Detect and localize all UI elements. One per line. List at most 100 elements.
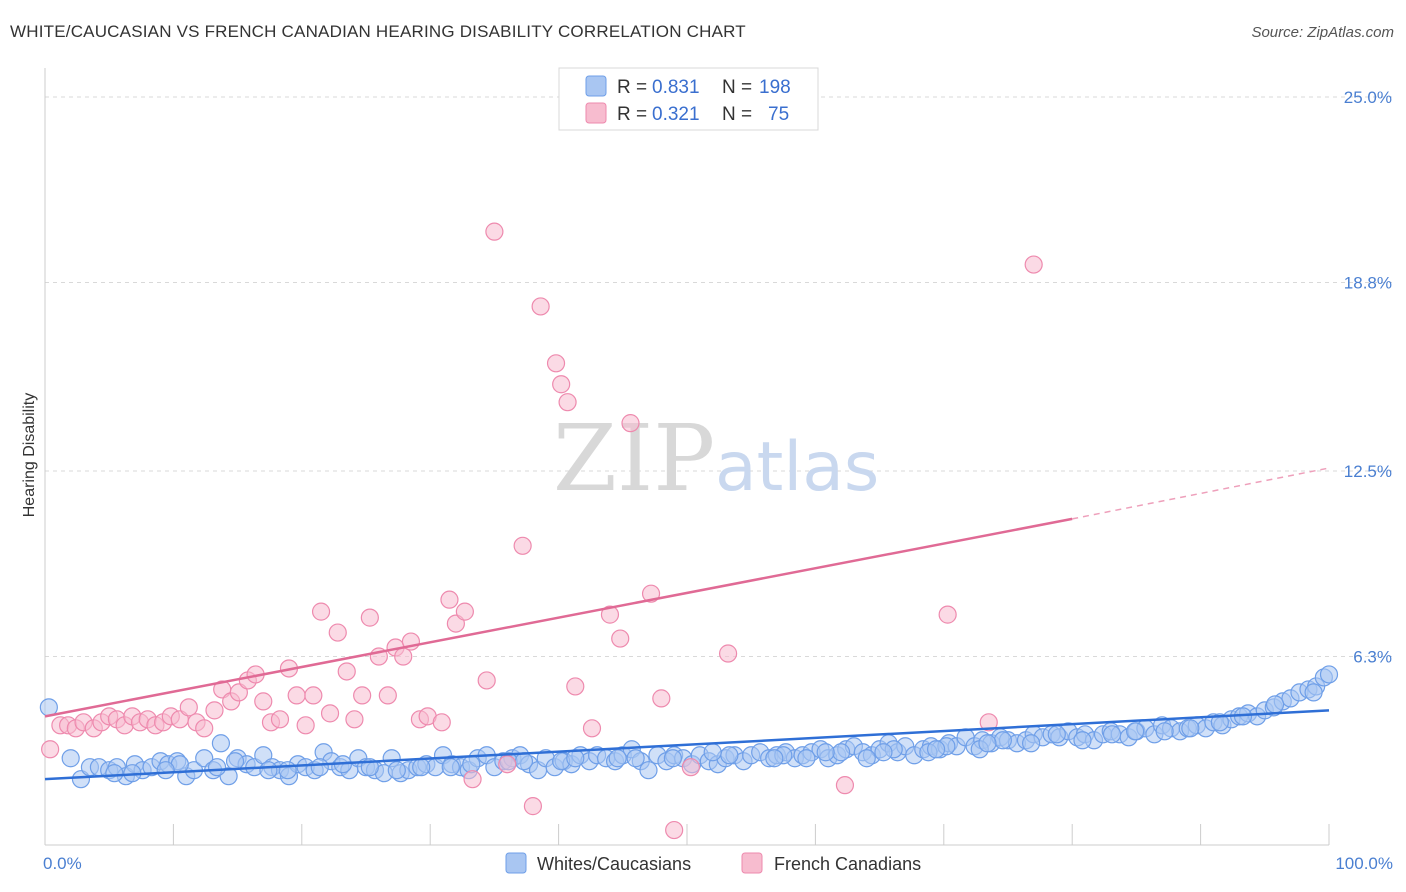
french-point-73 [979,713,998,732]
white-point-156 [441,758,460,777]
white-point-171 [1265,695,1285,714]
french-point-43 [394,647,413,666]
french-point-37 [345,710,364,729]
white-point-193 [765,749,784,768]
french-point-64 [611,629,630,648]
white-point-166 [993,731,1012,750]
legend-label-french: French Canadians [774,854,921,874]
y-tick-label-3: 25.0% [1344,88,1392,107]
legend-r-value-whites: 0.831 [652,77,700,98]
white-point-1 [61,749,80,768]
white-point-169 [1155,722,1174,741]
white-point-153 [278,761,297,780]
white-point-68 [639,761,658,780]
white-point-148 [1319,665,1339,684]
legend-label-whites: Whites/Caucasians [537,854,691,874]
watermark-atlas: atlas [715,428,879,507]
white-point-186 [412,758,431,777]
trend-line-whites [44,709,1330,781]
white-point-179 [1126,722,1145,741]
french-point-47 [432,713,451,732]
white-point-194 [816,743,835,762]
white-point-178 [1073,731,1092,750]
french-point-51 [463,770,482,789]
chart-title: WHITE/CAUCASIAN VS FRENCH CANADIAN HEARI… [10,22,746,41]
french-point-61 [566,677,585,696]
french-point-38 [353,686,372,705]
white-point-197 [978,734,997,753]
trend-lines [44,467,1330,781]
french-point-52 [477,671,496,690]
french-point-71 [835,776,855,795]
white-point-168 [1102,725,1122,744]
french-point-58 [546,354,566,373]
legend-swatch-whites [585,75,607,97]
white-point-182 [626,749,645,768]
french-point-31 [296,716,315,735]
french-point-32 [304,686,323,705]
white-point-188 [310,758,329,777]
axes [44,68,1330,846]
white-point-170 [1210,713,1229,732]
white-point-185 [462,755,481,774]
french-point-55 [513,536,532,555]
white-point-196 [926,740,946,759]
white-point-191 [156,761,175,780]
white-point-192 [105,764,124,783]
french-point-26 [254,692,273,711]
french-point-0 [41,740,60,759]
series-legend: Whites/Caucasians French Canadians [505,852,921,874]
french-point-28 [270,710,290,729]
french-point-74 [1024,255,1043,274]
french-point-60 [558,393,577,412]
legend-swatch-french [585,102,607,124]
white-point-189 [259,761,278,780]
white-point-18 [211,734,231,753]
source-label: Source: ZipAtlas.com [1251,24,1394,41]
white-point-173 [797,749,816,768]
white-point-163 [831,743,851,762]
french-point-35 [328,623,347,642]
french-point-41 [378,686,397,705]
french-point-68 [665,820,684,840]
white-point-161 [720,746,739,765]
french-point-59 [552,375,571,394]
y-tick-label-0: 6.3% [1353,648,1392,667]
legend-n-label-whites: N = [722,77,752,98]
legend-r-value-french: 0.321 [652,104,700,125]
french-point-19 [195,719,214,738]
french-point-33 [311,602,331,621]
legend-swatch-french-bottom [741,852,763,874]
french-point-54 [498,755,517,774]
white-point-172 [703,743,722,762]
french-point-17 [179,698,198,717]
french-point-72 [938,605,957,624]
white-point-184 [514,752,534,771]
french-point-39 [360,608,379,627]
french-point-48 [440,590,459,609]
y-tick-label-1: 12.5% [1344,462,1392,481]
white-point-160 [663,749,682,768]
white-point-177 [1022,734,1041,753]
legend-swatch-whites-bottom [505,852,527,874]
legend-n-value-whites: 198 [759,77,791,98]
french-point-53 [485,222,504,241]
trend-line-french [44,517,1073,718]
y-tick-label-2: 18.8% [1344,274,1392,293]
french-point-50 [455,602,474,621]
french-point-67 [652,689,671,708]
french-point-70 [718,644,738,663]
y-axis-label: Hearing Disability [21,393,38,518]
tick-labels: 6.3% 12.5% 18.8% 25.0% 0.0% 100.0% [43,88,1393,873]
white-point-149 [1304,683,1323,702]
white-point-174 [857,749,876,768]
legend-r-label-whites: R = [617,77,647,98]
legend-n-value-french: 75 [768,104,789,125]
legend-n-label-french: N = [722,104,752,125]
x-tick-label-0: 0.0% [43,854,82,873]
white-point-180 [1181,719,1200,738]
trend-line-french-extension [1072,467,1330,520]
french-point-20 [205,701,224,720]
gridlines [45,96,1392,658]
